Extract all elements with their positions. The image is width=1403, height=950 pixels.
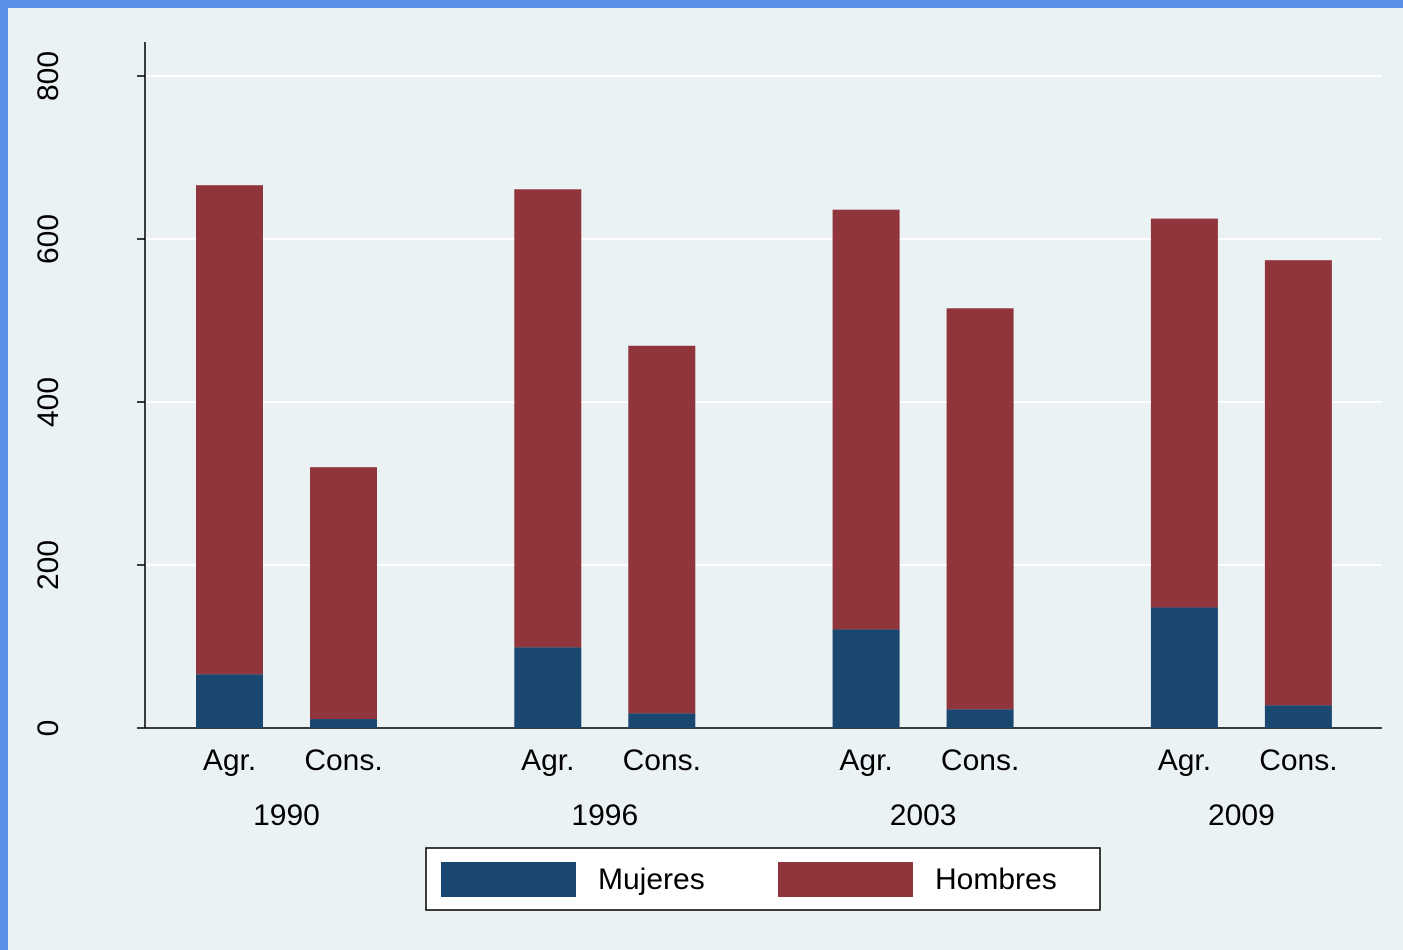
bar-segment bbox=[196, 674, 263, 728]
y-tick-label: 400 bbox=[32, 377, 65, 427]
legend-swatch bbox=[441, 862, 576, 897]
group-label: 1990 bbox=[253, 799, 320, 832]
bar-segment bbox=[946, 308, 1014, 710]
bar-segment bbox=[946, 709, 1014, 728]
x-tick-label: Cons. bbox=[1259, 744, 1337, 777]
y-tick-label: 0 bbox=[32, 720, 65, 737]
legend-label: Hombres bbox=[935, 863, 1057, 896]
group-label: 1996 bbox=[571, 799, 638, 832]
y-tick-label: 600 bbox=[32, 214, 65, 264]
bar-segment bbox=[310, 467, 377, 720]
bar-segment bbox=[1150, 607, 1218, 728]
x-tick-label: Agr. bbox=[839, 744, 892, 777]
bar-segment bbox=[514, 189, 582, 648]
x-tick-label: Agr. bbox=[1158, 744, 1211, 777]
x-tick-label: Agr. bbox=[521, 744, 574, 777]
bar-segment bbox=[514, 647, 582, 728]
bar-segment bbox=[310, 719, 377, 728]
x-tick-label: Agr. bbox=[203, 744, 256, 777]
group-label: 2009 bbox=[1208, 799, 1275, 832]
bar-segment bbox=[1264, 260, 1332, 706]
x-tick-label: Cons. bbox=[623, 744, 701, 777]
bar-segment bbox=[1150, 218, 1218, 608]
group-label: 2003 bbox=[890, 799, 957, 832]
bar-segment bbox=[832, 209, 900, 630]
legend-swatch bbox=[778, 862, 913, 897]
y-tick-label: 800 bbox=[32, 51, 65, 101]
y-tick-label: 200 bbox=[32, 540, 65, 590]
bar-segment bbox=[196, 185, 263, 675]
bar-segment bbox=[628, 713, 696, 728]
x-tick-label: Cons. bbox=[941, 744, 1019, 777]
x-tick-label: Cons. bbox=[304, 744, 382, 777]
legend-label: Mujeres bbox=[598, 863, 705, 896]
bar-segment bbox=[832, 629, 900, 728]
bar-segment bbox=[628, 345, 696, 714]
bar-segment bbox=[1264, 705, 1332, 728]
